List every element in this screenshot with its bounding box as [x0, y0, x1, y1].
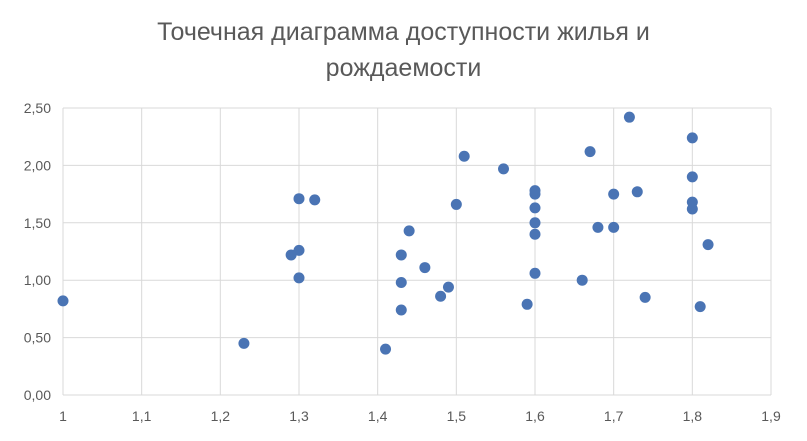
x-tick-label: 1,4: [368, 408, 388, 424]
data-point: [380, 343, 392, 355]
data-point: [529, 217, 541, 229]
x-tick-label: 1,2: [211, 408, 231, 424]
data-point: [694, 301, 706, 313]
data-point: [498, 163, 510, 175]
data-point: [529, 202, 541, 214]
y-tick-label: 1,50: [24, 215, 51, 231]
y-tick-label: 0,50: [24, 330, 51, 346]
grid-layer: [62, 107, 772, 396]
y-tick-label: 0,00: [24, 387, 51, 403]
data-points: [57, 111, 714, 355]
y-tick-label: 1,00: [24, 272, 51, 288]
data-point: [293, 272, 305, 284]
data-point: [529, 188, 541, 200]
x-tick-label: 1,3: [289, 408, 309, 424]
data-point: [521, 298, 533, 310]
data-point: [309, 194, 321, 206]
data-point: [686, 203, 698, 215]
data-point: [592, 221, 604, 233]
data-point: [293, 193, 305, 205]
data-point: [395, 304, 407, 316]
data-point: [403, 225, 415, 237]
y-tick-label: 2,00: [24, 157, 51, 173]
data-point: [419, 262, 431, 274]
data-point: [458, 150, 470, 162]
x-tick-label: 1,8: [683, 408, 703, 424]
x-tick-label: 1,7: [604, 408, 624, 424]
x-tick-label: 1: [59, 408, 67, 424]
x-tick-label: 1,9: [761, 408, 781, 424]
x-tick-label: 1,6: [525, 408, 545, 424]
data-point: [584, 146, 596, 158]
tick-labels: 0,00 0,50 1,00 1,50 2,00 2,50 1 1,1 1,2 1,3 1,4 1,5…: [24, 100, 781, 424]
x-tick-label: 1,5: [447, 408, 467, 424]
data-point: [686, 132, 698, 144]
x-tick-label: 1,1: [132, 408, 152, 424]
chart-title-line-2: рождаемости: [325, 54, 482, 82]
data-point: [529, 267, 541, 279]
data-point: [395, 249, 407, 261]
data-point: [639, 291, 651, 303]
data-point: [623, 111, 635, 123]
data-point: [435, 290, 447, 302]
data-point: [57, 295, 69, 307]
data-point: [529, 228, 541, 240]
data-point: [238, 337, 250, 349]
chart-title-line-1: Точечная диаграмма доступности жилья и: [157, 18, 650, 46]
data-point: [608, 221, 620, 233]
data-point: [293, 244, 305, 256]
data-point: [631, 186, 643, 198]
data-point: [686, 171, 698, 183]
data-point: [395, 276, 407, 288]
data-point: [608, 188, 620, 200]
data-point: [702, 239, 714, 251]
data-point: [442, 281, 454, 293]
data-point: [450, 198, 462, 210]
data-point: [576, 274, 588, 286]
chart-title: Точечная диаграмма доступности жилья и р…: [0, 14, 807, 86]
y-tick-label: 2,50: [24, 100, 51, 116]
